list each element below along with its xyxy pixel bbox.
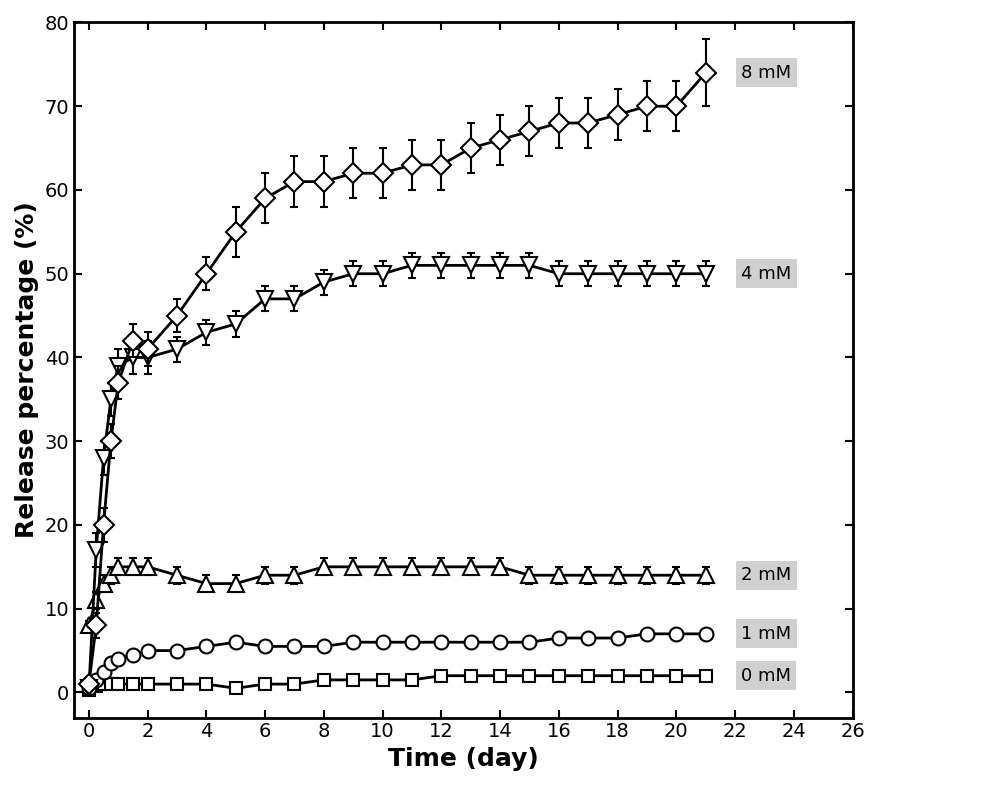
- X-axis label: Time (day): Time (day): [388, 747, 539, 771]
- Text: 2 mM: 2 mM: [741, 566, 791, 584]
- Text: 4 mM: 4 mM: [741, 265, 791, 283]
- Y-axis label: Release percentage (%): Release percentage (%): [15, 202, 39, 538]
- Text: 8 mM: 8 mM: [741, 64, 791, 82]
- Text: 0 mM: 0 mM: [741, 667, 791, 685]
- Text: 1 mM: 1 mM: [741, 625, 791, 643]
